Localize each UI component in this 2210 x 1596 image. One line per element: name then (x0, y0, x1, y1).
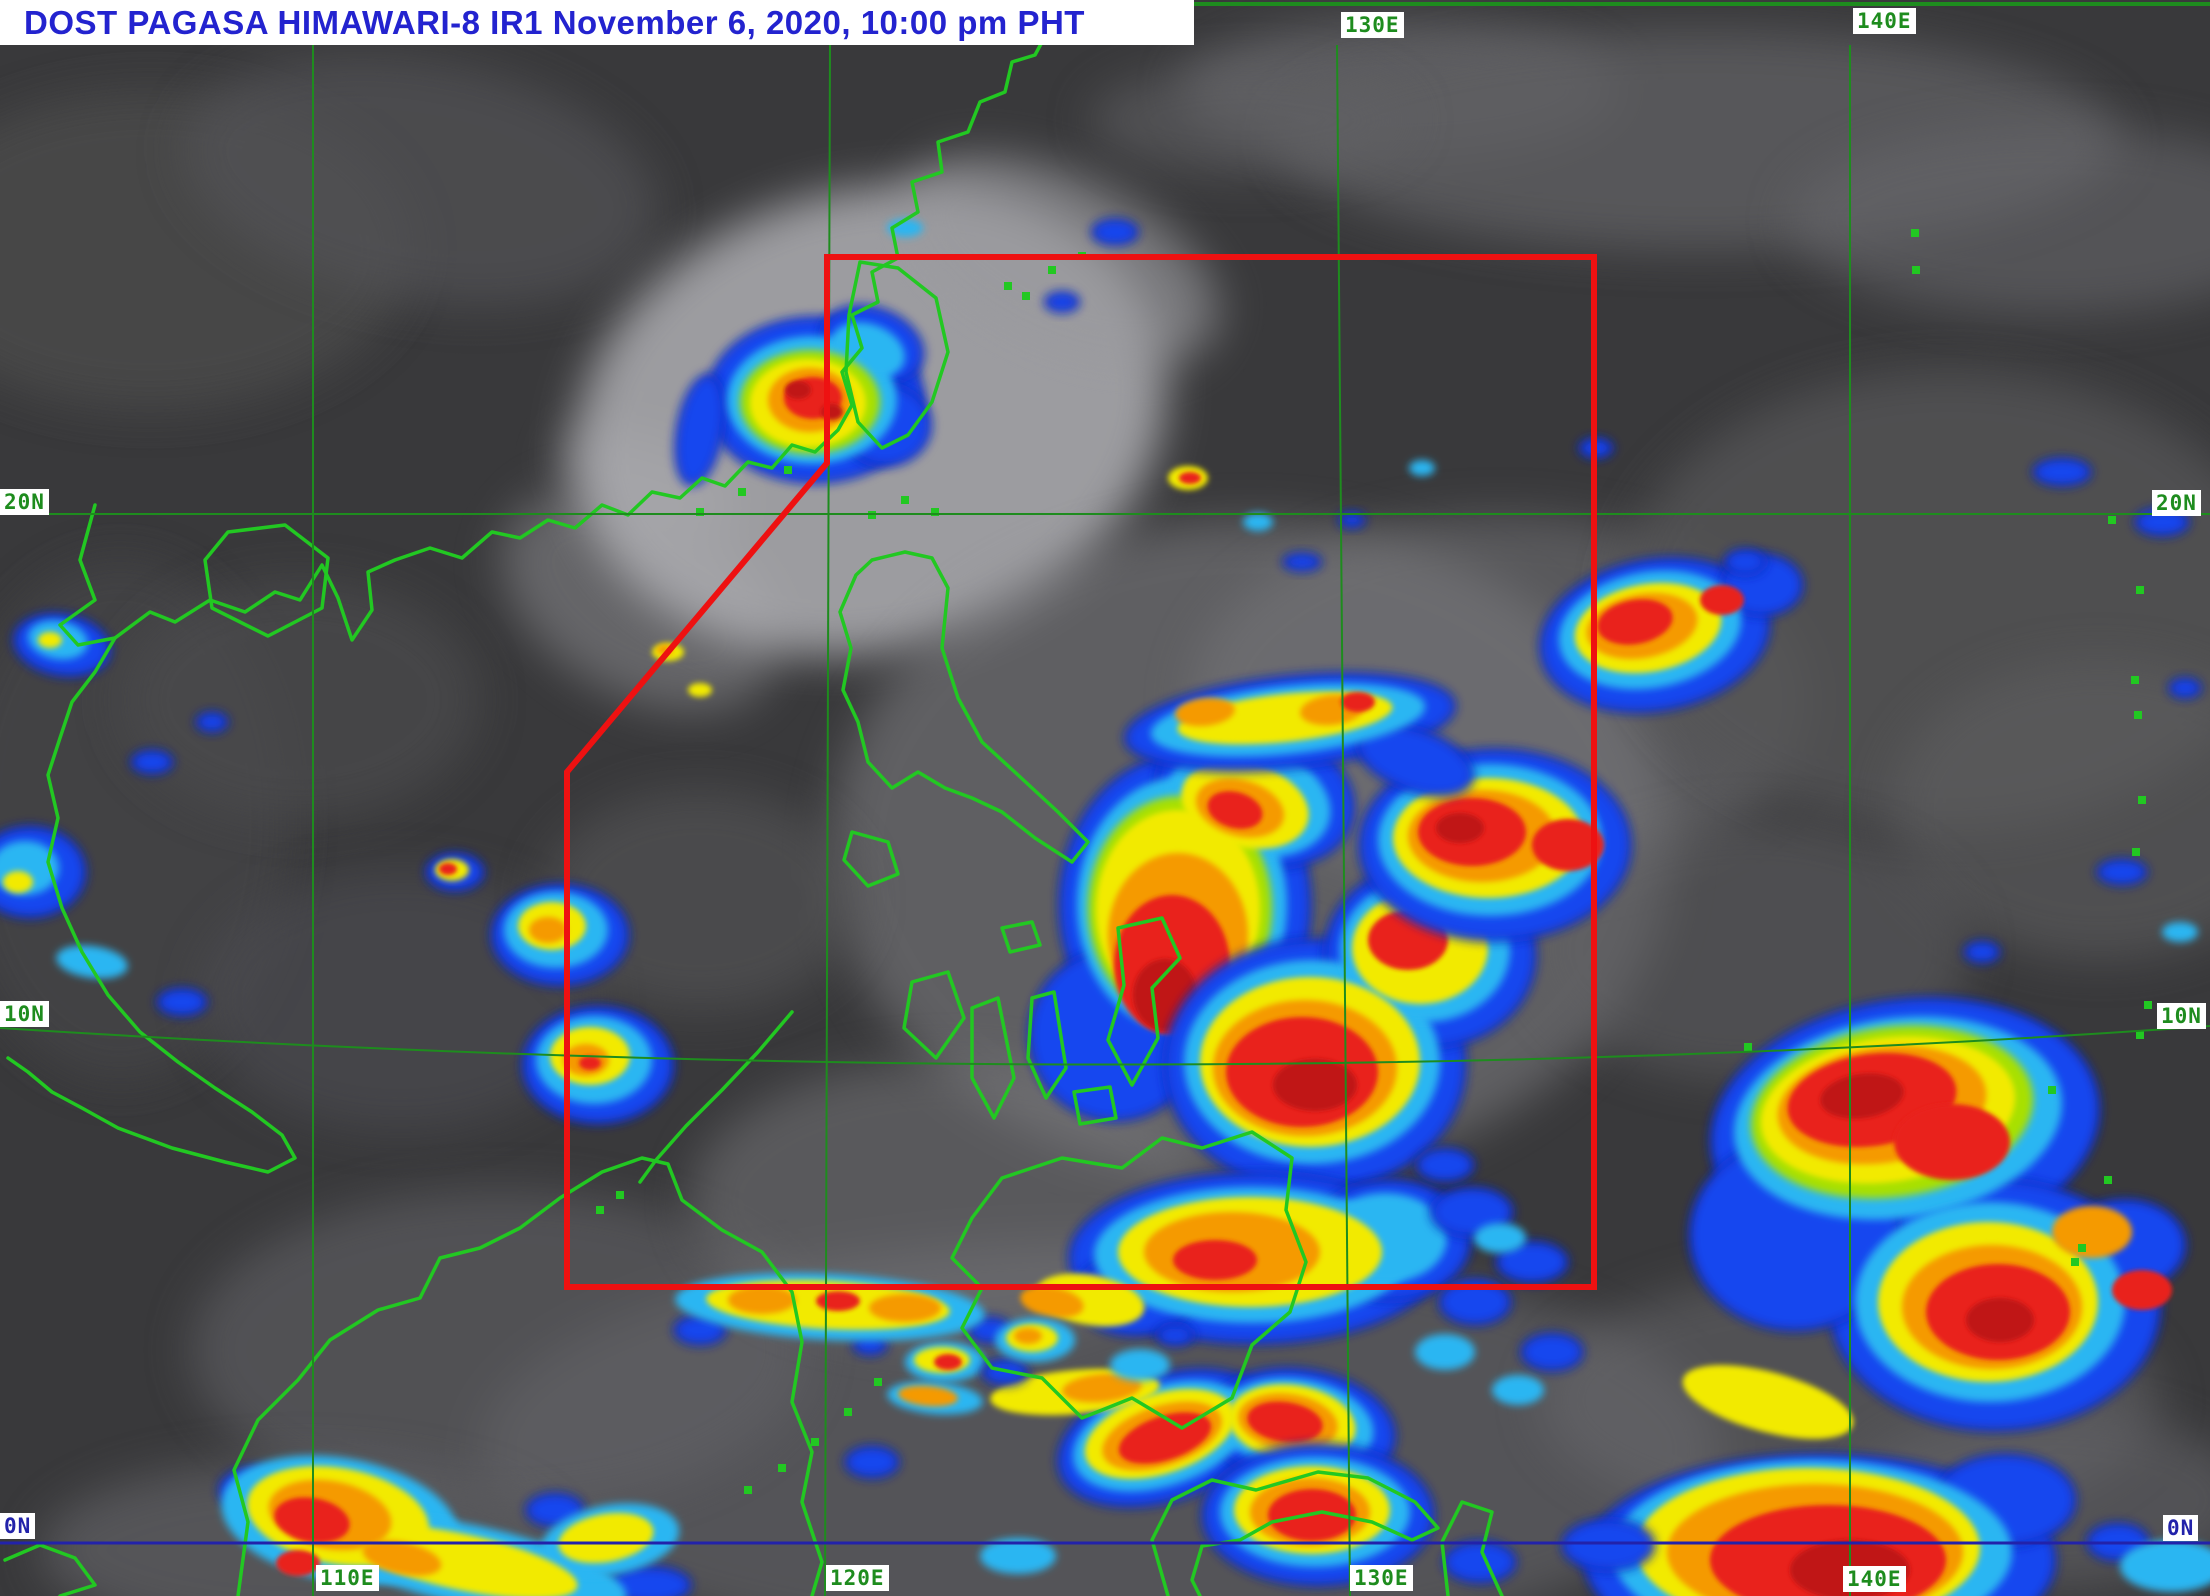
grid-label-10n-right: 10N (2157, 1003, 2206, 1029)
coastline-layer (3, 40, 2152, 1596)
grid-label-140e-bottom: 140E (1843, 1566, 1906, 1592)
grid-label-140e-top: 140E (1853, 8, 1916, 34)
grid-label-120e-bottom: 120E (826, 1565, 889, 1591)
grid-label-20n-right: 20N (2152, 490, 2201, 516)
grid-label-130e-top: 130E (1341, 12, 1404, 38)
grid-label-20n-left: 20N (0, 489, 49, 515)
grid-label-110e-bottom: 110E (316, 1565, 379, 1591)
grid-label-0n-left: 0N (0, 1513, 36, 1539)
grid-label-10n-left: 10N (0, 1001, 49, 1027)
par-boundary-layer (564, 254, 1597, 1290)
title-text: DOST PAGASA HIMAWARI-8 IR1 November 6, 2… (24, 4, 1085, 41)
grid-label-130e-bottom: 130E (1350, 1565, 1413, 1591)
grid-label-0n-right: 0N (2163, 1515, 2199, 1541)
title-bar: DOST PAGASA HIMAWARI-8 IR1 November 6, 2… (0, 0, 1194, 45)
